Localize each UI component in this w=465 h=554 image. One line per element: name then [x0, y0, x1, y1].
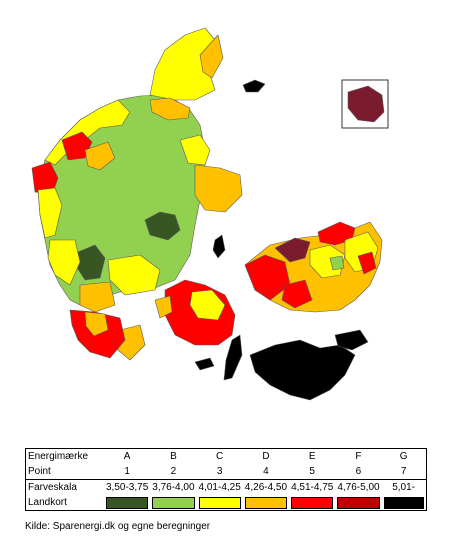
- zealand-yellow-mid: [309, 244, 346, 279]
- color-swatch: [106, 496, 149, 509]
- color-swatch: [244, 496, 288, 509]
- funen-orange: [154, 295, 173, 319]
- nw-zealand-darkred: [274, 237, 311, 263]
- legend-grade-row: Energimærke A B C D E F G: [25, 448, 427, 464]
- djursland-yellow: [179, 134, 211, 166]
- s-jutland-orange-1: [79, 281, 116, 313]
- nw-yellow-2: [37, 187, 63, 239]
- zealand-red-mid: [281, 279, 313, 309]
- point-cell: 2: [170, 466, 177, 477]
- nw-orange-1: [84, 141, 116, 171]
- range-cell: 3,76-4,00: [150, 479, 197, 495]
- legend-map-row: Landkort: [25, 495, 427, 511]
- mon-black: [334, 329, 369, 351]
- north-east-orange: [199, 34, 224, 79]
- range-cell: 4,76-5,00: [335, 479, 382, 495]
- east-jutland-orange: [194, 164, 243, 213]
- lolland-falster-black: [249, 339, 356, 401]
- color-swatch: [291, 496, 334, 509]
- s-jutland-yellow: [107, 254, 161, 296]
- range-cell: 3,50-3,75: [104, 479, 151, 495]
- grade-cell: G: [381, 448, 427, 464]
- copenhagen-red: [357, 251, 377, 275]
- funen-yellow: [189, 289, 226, 321]
- legend-grade-label: Energimærke: [25, 448, 104, 464]
- grade-cell: C: [196, 448, 243, 464]
- color-swatch: [152, 496, 195, 509]
- legend-point-row: Point 1 2 3 4 5 6 7: [25, 464, 427, 480]
- sw-yellow: [47, 239, 81, 286]
- grade-cell: E: [289, 448, 336, 464]
- grade-cell: A: [104, 448, 151, 464]
- north-coast-orange: [149, 97, 191, 121]
- range-cell: 4,01-4,25: [196, 479, 243, 495]
- point-cell: 1: [124, 466, 130, 477]
- range-cell: 4,51-4,75: [289, 479, 336, 495]
- color-swatch: [337, 496, 380, 509]
- grade-cell: B: [150, 448, 197, 464]
- point-cell: 5: [309, 466, 315, 477]
- legend-table: Energimærke A B C D E F G Point 1 2 3 4 …: [25, 448, 427, 511]
- bornholm-island: [347, 85, 385, 123]
- legend-scale-label: Farveskala: [25, 479, 104, 495]
- samso-island: [212, 234, 226, 259]
- point-cell: 7: [381, 464, 427, 480]
- legend-point-label: Point: [25, 464, 104, 480]
- laeso-island: [242, 79, 266, 93]
- nw-red-2: [31, 161, 59, 196]
- point-cell: 4: [263, 466, 269, 477]
- range-cell: 5,01-: [381, 479, 427, 495]
- grade-cell: D: [242, 448, 290, 464]
- aarhus-darkgreen: [144, 211, 181, 241]
- aero-black: [194, 357, 215, 371]
- grade-cell: F: [335, 448, 382, 464]
- color-swatch: [198, 496, 241, 509]
- range-cell: 4,26-4,50: [242, 479, 290, 495]
- point-cell: 3: [216, 466, 223, 477]
- bornholm-inset-frame: [341, 79, 389, 129]
- source-caption: Kilde: Sparenergi.dk og egne beregninger: [25, 521, 211, 532]
- legend-scale-row: Farveskala 3,50-3,75 3,76-4,00 4,01-4,25…: [25, 479, 427, 495]
- legend-map-label: Landkort: [25, 495, 104, 511]
- s-jutland-orange-3: [84, 311, 109, 337]
- langeland-black: [223, 334, 243, 381]
- zealand-green: [329, 255, 345, 271]
- point-cell: 6: [355, 466, 362, 477]
- color-swatch: [383, 496, 424, 509]
- denmark-map: [31, 27, 389, 401]
